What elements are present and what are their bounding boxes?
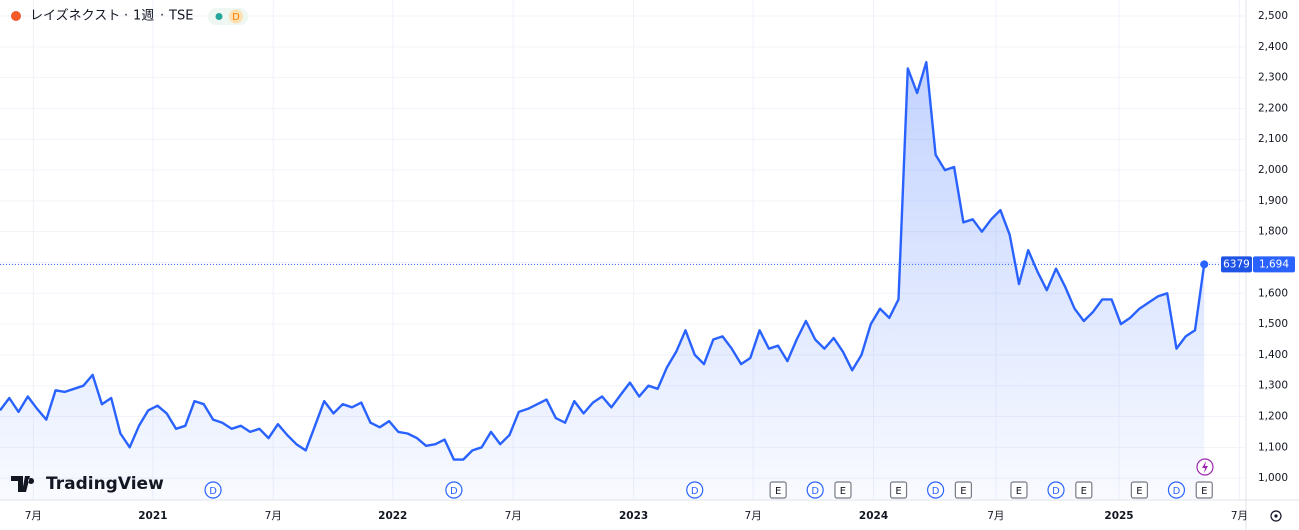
y-tick-label: 1,200 [1258,411,1288,423]
y-tick-label: 1,900 [1258,195,1288,207]
y-tick-label: 1,800 [1258,226,1288,238]
earnings-marker [954,481,972,499]
event-label: D [1173,486,1181,497]
gear[interactable] [1270,510,1282,522]
plot [0,61,1245,500]
event-marker[interactable]: E [1075,481,1093,499]
y-tick-label: 2,400 [1258,41,1288,53]
earnings-marker [1075,481,1093,499]
x-tick-label: 7月 [505,510,522,522]
event-marker[interactable]: D [927,481,945,499]
event-marker[interactable]: D [445,481,463,499]
market-status-dot [215,13,223,20]
x-tick-label: 2024 [859,510,888,522]
exchange: TSE [168,9,193,24]
dividend-marker [686,481,704,499]
event-label: E [775,486,781,497]
x-tick-label: 7月 [265,510,282,522]
price-line [0,61,1206,461]
y-tick-label: 1,600 [1258,287,1288,299]
event-marker[interactable]: E [834,481,852,499]
logo-icon [11,476,35,492]
y-tick-label: 1,300 [1258,380,1288,392]
price-tag [1253,256,1295,273]
y-tick-label: 2,300 [1258,72,1288,84]
dividend-marker [1167,481,1186,499]
symbol-logo [11,11,21,21]
event-marker[interactable]: E [954,481,972,499]
badge-bg [229,9,243,24]
event-marker[interactable]: E [1010,481,1028,499]
symbol-name[interactable]: レイズネクスト [30,8,120,24]
logo-text[interactable]: TradingView [46,474,164,494]
event-marker[interactable]: E [1130,481,1148,499]
y-tick-label: 1,100 [1258,441,1288,453]
settings-icon[interactable] [1270,510,1282,522]
event-label: E [895,486,901,497]
event-marker[interactable]: D [806,481,824,499]
event-marker[interactable]: D [686,481,704,499]
event-label: D [1052,486,1060,497]
dividend-marker [1047,481,1065,499]
x-tick-label: 7月 [25,510,42,522]
earnings-marker [1195,481,1213,499]
x-tick-label: 7月 [1231,510,1248,522]
dividend-marker [806,481,824,499]
gear-center [1274,514,1278,518]
x-tick-label: 2023 [619,510,648,522]
y-tick-label: 1,000 [1258,472,1288,484]
event-label: E [1201,486,1207,497]
event-label: E [1016,486,1022,497]
event-marker[interactable]: E [769,481,787,499]
dividend-marker [927,481,945,499]
dividend-marker [204,481,222,499]
event-marker[interactable]: E [1195,481,1213,499]
y-tick-label: 1,400 [1258,349,1288,361]
earnings-marker [889,481,908,499]
x-tick-label: 2021 [138,510,167,522]
y-tick-label: 2,000 [1258,164,1288,176]
dividend-marker [445,481,463,499]
x-tick-label: 2025 [1104,510,1133,522]
event-marker[interactable]: D [1047,481,1065,499]
event-label: E [1081,486,1087,497]
event-label: D [811,486,819,497]
event-label: E [1136,486,1142,497]
last-price-dot [1200,260,1209,269]
y-tick-label: 1,500 [1258,318,1288,330]
x-tick-label: 2022 [378,510,407,522]
separator: · [124,9,128,24]
header: レイズネクスト · 1週 · TSE D [11,8,248,25]
earnings-marker [769,481,787,499]
event-label: D [932,486,940,497]
earnings-marker [1130,481,1148,499]
price-label: 1,694 [1259,258,1289,270]
y-tick-label: 2,200 [1258,102,1288,114]
event-label: D [209,486,217,497]
x-tick-label: 7月 [987,510,1004,522]
event-marker[interactable]: D [204,481,222,499]
symbol-code: 6379 [1223,258,1250,270]
alert-bolt [1202,461,1208,473]
area-fill [0,62,1205,500]
badge: D [232,12,240,23]
earnings-marker [834,481,852,499]
interval[interactable]: 1週 [133,9,154,24]
tradingview-logo: TradingView [11,474,164,494]
symbol-tag [1221,256,1252,273]
event-marker[interactable]: D [1167,481,1186,499]
y-tick-label: 2,500 [1258,10,1288,22]
event-label: D [691,486,699,497]
earnings-marker [1010,481,1028,499]
y-tick-label: 2,100 [1258,133,1288,145]
event-marker[interactable]: E [889,481,908,499]
x-tick-label: 7月 [745,510,762,522]
event-label: D [450,486,458,497]
event-label: E [960,486,966,497]
separator: · [160,9,164,24]
alert-icon[interactable] [1196,458,1214,476]
event-label: E [840,486,846,497]
